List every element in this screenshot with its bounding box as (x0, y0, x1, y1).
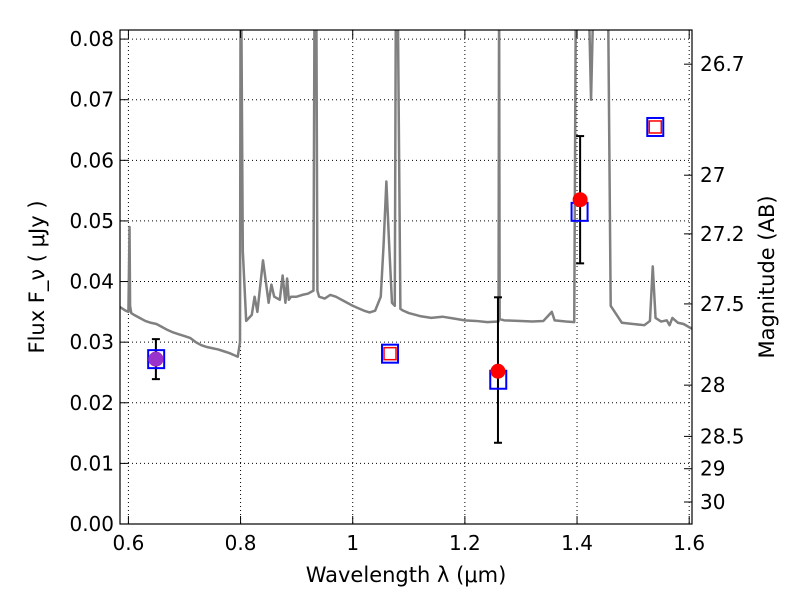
right-tick-label: 30 (700, 490, 725, 514)
red-circle-marker (490, 363, 506, 379)
x-tick-labels: 0.6 0.8 1 1.2 1.4 1.6 (113, 531, 706, 555)
right-tick-label: 27.2 (700, 222, 745, 246)
y-tick-label: 0.05 (69, 209, 114, 233)
red-circle-marker (572, 192, 588, 208)
y-tick-label: 0.03 (69, 330, 114, 354)
blue-square-marker (147, 349, 166, 370)
red-square-marker (383, 346, 397, 361)
x-tick-label: 1.4 (561, 531, 593, 555)
red-square-marker (648, 120, 663, 134)
x-tick-label: 1 (346, 531, 359, 555)
ticks-layer (120, 30, 692, 525)
right-tick-labels: 26.7 27 27.2 27.5 28 28.5 29 30 (700, 52, 745, 514)
right-tick-label: 26.7 (700, 52, 745, 76)
right-tick-label: 29 (700, 457, 725, 481)
x-tick-label: 1.6 (673, 531, 705, 555)
y-tick-label: 0.06 (69, 148, 114, 172)
right-tick-label: 28.5 (700, 424, 745, 448)
marker-layer (147, 116, 665, 390)
spectrum-layer (120, 30, 692, 358)
y-tick-label: 0.08 (69, 27, 114, 51)
y-tick-label: 0.00 (69, 512, 114, 536)
x-tick-label: 1.2 (449, 531, 481, 555)
errorbar-layer (151, 135, 585, 444)
y-axis-title: Flux F_ν ( μJy ) (25, 200, 50, 353)
x-tick-label: 0.6 (113, 531, 145, 555)
x-axis-title: Wavelength λ (μm) (306, 563, 507, 587)
y-tick-label: 0.07 (69, 88, 114, 112)
y-tick-label: 0.04 (69, 270, 114, 294)
grid-lines (120, 30, 692, 525)
y-tick-label: 0.02 (69, 391, 114, 415)
right-tick-label: 27 (700, 163, 725, 187)
right-axis-title: Magnitude (AB) (755, 195, 779, 358)
plot-frame (119, 29, 693, 525)
purple-circle-marker (148, 351, 164, 367)
blue-square-marker (381, 343, 400, 364)
x-tick-label: 0.8 (225, 531, 257, 555)
y-tick-label: 0.01 (69, 451, 114, 475)
right-tick-label: 27.5 (700, 292, 745, 316)
blue-square-marker (646, 116, 665, 137)
spectrum-line (120, 30, 692, 358)
y-tick-labels: 0.00 0.01 0.02 0.03 0.04 0.05 0.06 0.07 0.08 (69, 27, 114, 536)
right-tick-label: 28 (700, 373, 725, 397)
